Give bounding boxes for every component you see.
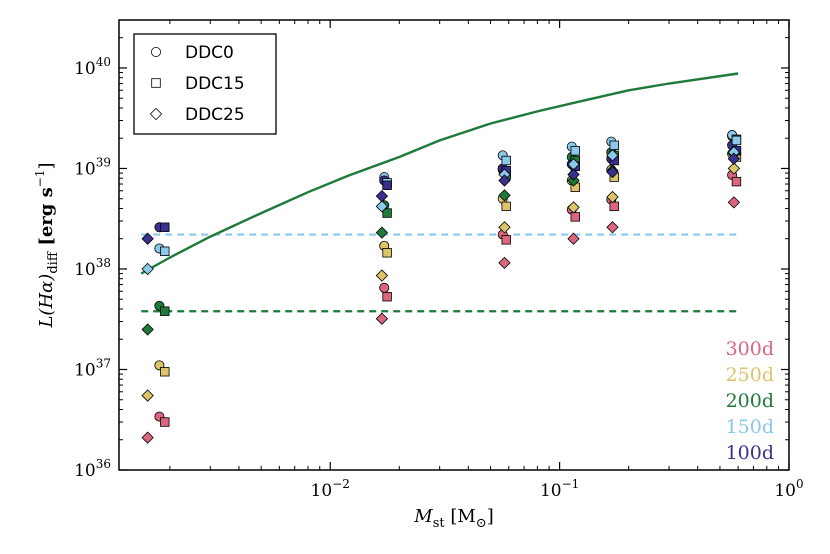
point-ddc15-250d-4 (382, 248, 392, 258)
plot-frame (118, 19, 790, 471)
point-ddc15-100d-1 (160, 222, 170, 232)
point-ddc15-300d-13 (609, 201, 619, 212)
point-ddc15-200d-1 (160, 306, 170, 316)
point-ddc15-250d-7 (501, 201, 511, 212)
y-tick-label: 1039 (74, 155, 111, 179)
point-ddc25-250d-5 (375, 269, 389, 282)
point-ddc25-250d-17 (727, 162, 741, 175)
point-ddc25-150d-14 (606, 149, 619, 162)
point-ddc25-250d-14 (606, 190, 619, 204)
model-curve (140, 72, 739, 275)
point-ddc25-100d-2 (141, 232, 154, 245)
legend-marker-ddc0 (150, 47, 161, 58)
point-ddc25-300d-5 (375, 312, 389, 325)
point-ddc25-150d-2 (141, 262, 154, 276)
epoch-label-250d: 250d (726, 364, 774, 386)
point-ddc25-200d-5 (375, 226, 389, 239)
point-ddc25-300d-2 (141, 431, 154, 444)
point-ddc25-150d-5 (375, 200, 389, 213)
point-ddc25-300d-14 (606, 221, 619, 234)
point-ddc25-300d-17 (727, 196, 741, 209)
point-ddc25-250d-11 (567, 201, 580, 214)
epoch-label-100d: 100d (726, 442, 774, 464)
legend-label-ddc0: DDC0 (185, 43, 234, 63)
y-tick-label: 1040 (74, 55, 111, 79)
point-ddc25-250d-2 (141, 389, 154, 402)
x-tick-label: 100 (774, 477, 803, 501)
legend-marker-ddc15 (151, 78, 161, 88)
x-axis-label: Mst [M⊙] (413, 506, 493, 531)
point-ddc0-300d-3 (379, 282, 390, 293)
epoch-label-150d: 150d (726, 416, 774, 438)
point-ddc15-300d-10 (570, 212, 580, 222)
y-tick-label: 1037 (74, 356, 111, 380)
epoch-label-300d: 300d (726, 338, 774, 360)
point-ddc25-200d-2 (141, 323, 154, 336)
point-ddc15-300d-4 (382, 291, 392, 302)
point-ddc25-100d-17 (727, 152, 741, 165)
point-ddc25-300d-11 (567, 232, 580, 245)
point-ddc15-200d-4 (382, 208, 392, 218)
point-ddc25-100d-5 (375, 190, 389, 203)
point-ddc15-300d-7 (501, 235, 511, 245)
y-tick-label: 1038 (74, 256, 111, 280)
epoch-label-200d: 200d (726, 390, 774, 412)
point-ddc25-100d-11 (567, 168, 580, 181)
point-ddc25-200d-8 (498, 189, 511, 202)
legend-marker-ddc25 (149, 107, 163, 121)
point-ddc15-300d-16 (731, 176, 742, 187)
point-ddc15-150d-10 (570, 146, 580, 156)
point-ddc25-100d-14 (606, 165, 619, 179)
x-tick-label: 10−1 (540, 477, 579, 501)
legend-label-ddc15: DDC15 (185, 74, 245, 94)
y-tick-label: 1036 (74, 457, 111, 481)
x-tick-label: 10−2 (311, 477, 350, 501)
point-ddc15-150d-7 (501, 155, 511, 166)
point-ddc15-150d-13 (609, 140, 619, 151)
legend-label-ddc25: DDC25 (185, 105, 245, 125)
y-axis-label: L(Hα)diff [erg s−1] (33, 162, 61, 328)
point-ddc15-250d-1 (160, 367, 170, 377)
point-ddc15-100d-4 (382, 180, 392, 191)
point-ddc15-300d-1 (160, 417, 170, 427)
point-ddc15-150d-16 (731, 135, 742, 146)
point-ddc25-300d-8 (498, 256, 511, 270)
point-ddc25-100d-8 (498, 174, 511, 187)
point-ddc15-150d-1 (160, 246, 170, 256)
point-ddc25-250d-8 (498, 221, 511, 234)
